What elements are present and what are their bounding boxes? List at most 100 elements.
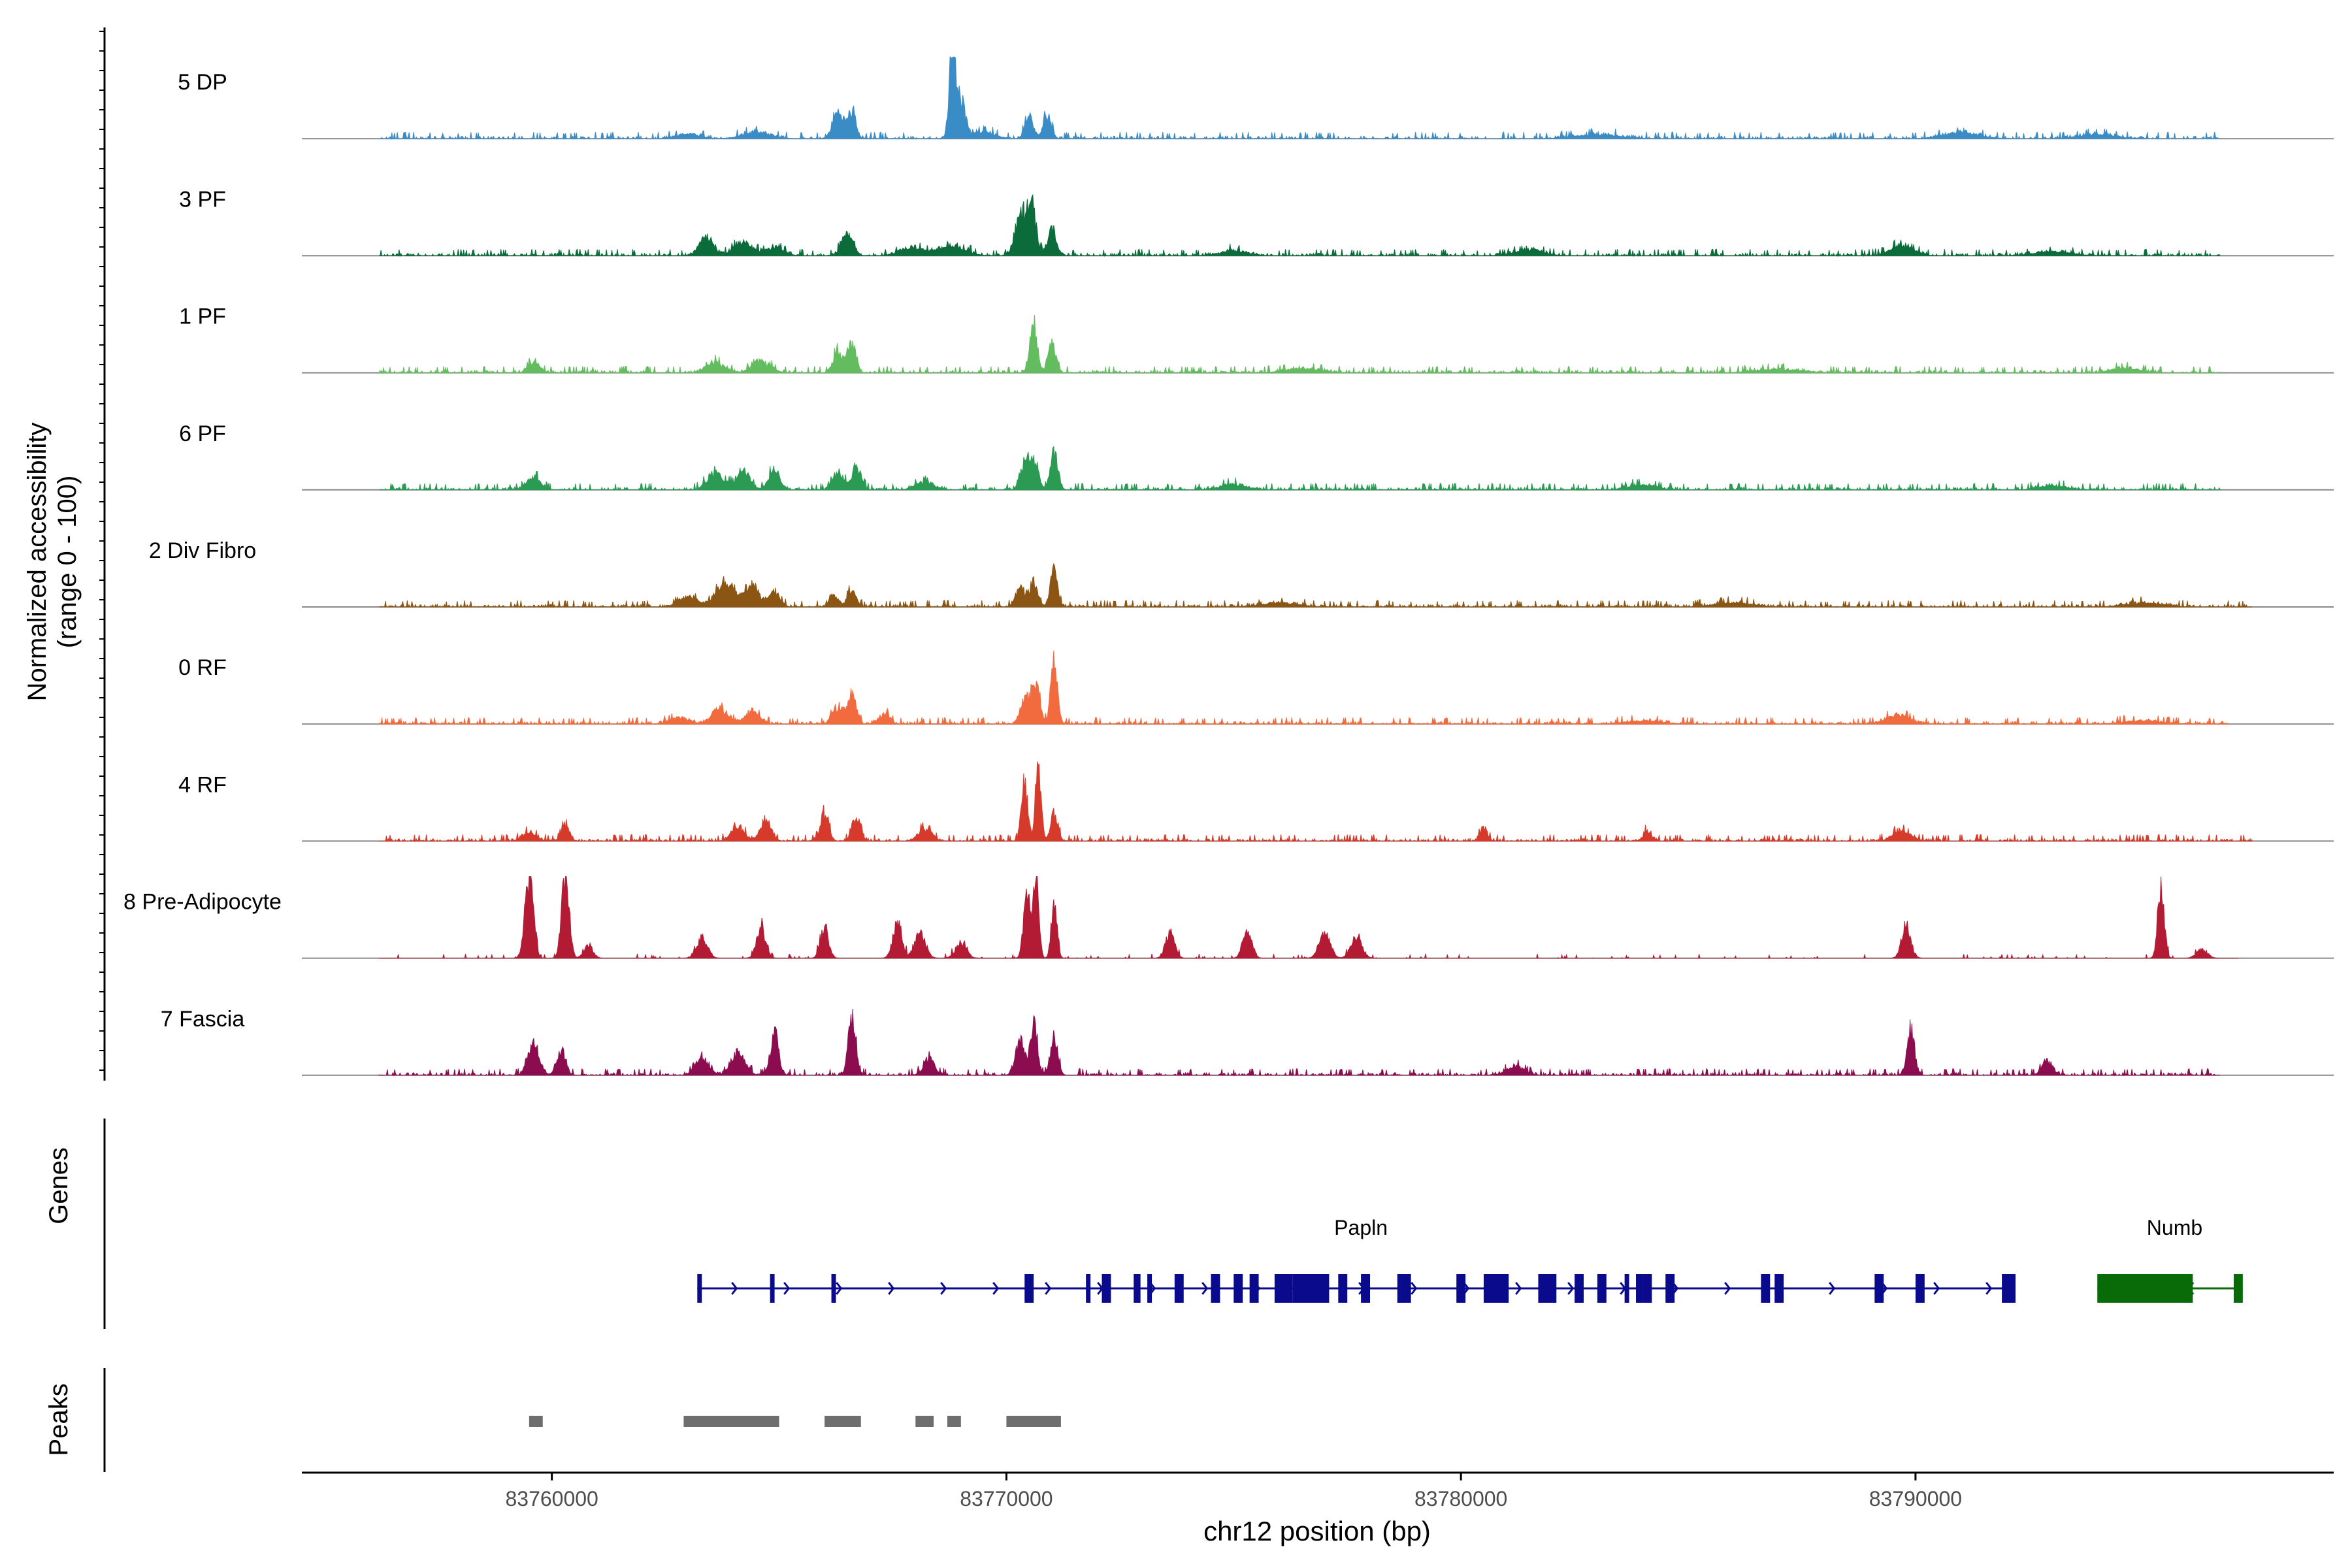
exon [1024, 1274, 1034, 1303]
strand-arrow-icon [992, 1282, 1000, 1295]
exon [770, 1274, 775, 1303]
track-label: 0 RF [178, 655, 227, 680]
exon [1274, 1274, 1293, 1303]
track-1-pf: 1 PF [179, 304, 2334, 374]
exon [1086, 1274, 1091, 1303]
gene-numb: Numb [2097, 1216, 2243, 1303]
track-label: 3 PF [179, 187, 226, 212]
y-axis-title-line2: (range 0 - 100) [53, 476, 82, 649]
exon [2002, 1274, 2016, 1303]
exon [1249, 1274, 1259, 1303]
track-0-rf: 0 RF [178, 651, 2334, 726]
track-label: 5 DP [178, 70, 227, 95]
axes-layer [99, 27, 106, 1472]
exon [1456, 1274, 1466, 1303]
exon [1538, 1274, 1557, 1303]
coverage-area [379, 56, 2221, 140]
y-axis-title-line1: Normalized accessibility [23, 423, 52, 702]
exon [1102, 1274, 1111, 1303]
track-label: 4 RF [178, 772, 227, 797]
track-label: 2 Div Fibro [149, 538, 256, 563]
exon [2233, 1274, 2243, 1303]
strand-arrow-icon [1724, 1282, 1731, 1295]
exon [1575, 1274, 1584, 1303]
x-axis: 83760000 83770000 83780000 83790000 [302, 1471, 2334, 1511]
peak-region [947, 1416, 961, 1427]
exon [1211, 1274, 1220, 1303]
exon [1397, 1274, 1411, 1303]
track-2-div-fibro: 2 Div Fibro [149, 538, 2334, 608]
track-label: 6 PF [179, 421, 226, 446]
strand-arrow-icon [783, 1282, 791, 1295]
strand-arrow-icon [1045, 1282, 1052, 1295]
coverage-area [378, 651, 2230, 726]
exon [1134, 1274, 1141, 1303]
exon [1665, 1274, 1675, 1303]
peaks-layer [529, 1416, 1061, 1427]
gene-label: Papln [1334, 1216, 1388, 1239]
exon [1874, 1274, 1884, 1303]
tracks-layer: 5 DP 3 PF 1 PF 6 PF 2 Div Fibro 0 RF 4 RF 8 Pre… [123, 56, 2334, 1077]
track-4-rf: 4 RF [178, 761, 2334, 843]
gene-label: Numb [2147, 1216, 2202, 1239]
peak-region [825, 1416, 861, 1427]
peak-region [1006, 1416, 1061, 1427]
x-tick-label: 83760000 [505, 1487, 598, 1511]
exon [831, 1274, 836, 1303]
x-tick-label: 83790000 [1869, 1487, 1962, 1511]
track-label: 7 Fascia [161, 1007, 245, 1032]
coverage-area [379, 876, 2238, 960]
coverage-area [379, 563, 2252, 608]
strand-arrow-icon [1829, 1282, 1836, 1295]
coverage-area [378, 315, 2221, 374]
gene-papln: Papln [697, 1216, 2016, 1303]
x-tick-label: 83780000 [1414, 1487, 1507, 1511]
x-axis-title: chr12 position (bp) [1203, 1516, 1431, 1546]
strand-arrow-icon [1985, 1282, 1993, 1295]
exon [1624, 1274, 1629, 1303]
exon [1761, 1274, 1771, 1303]
exon [1292, 1274, 1330, 1303]
exon [2097, 1274, 2193, 1303]
strand-arrow-icon [1201, 1282, 1209, 1295]
strand-arrow-icon [836, 1282, 843, 1295]
peak-region [683, 1416, 779, 1427]
exon [1774, 1274, 1784, 1303]
exon [1233, 1274, 1243, 1303]
track-3-pf: 3 PF [179, 187, 2334, 257]
exon [1174, 1274, 1184, 1303]
coverage-area [378, 1008, 2221, 1077]
coverage-area [379, 193, 2221, 257]
strand-arrow-icon [940, 1282, 947, 1295]
exon [1147, 1274, 1152, 1303]
genes-layer: Papln Numb [697, 1216, 2243, 1303]
strand-arrow-icon [1515, 1282, 1522, 1295]
strand-arrow-icon [1567, 1282, 1575, 1295]
strand-arrow-icon [1933, 1282, 1940, 1295]
exon [697, 1274, 702, 1303]
peak-region [915, 1416, 934, 1427]
y-axis-title: Normalized accessibility (range 0 - 100) [23, 423, 82, 702]
track-7-fascia: 7 Fascia [161, 1007, 2334, 1077]
exon [1361, 1274, 1371, 1303]
strand-arrow-icon [1411, 1282, 1418, 1295]
x-tick-label: 83770000 [960, 1487, 1053, 1511]
track-6-pf: 6 PF [179, 421, 2334, 491]
exon [1915, 1274, 1925, 1303]
exon [1636, 1274, 1643, 1303]
track-label: 1 PF [179, 304, 226, 329]
genes-panel-title: Genes [44, 1147, 73, 1224]
strand-arrow-icon [731, 1282, 738, 1295]
exon [1597, 1274, 1607, 1303]
exon [1642, 1274, 1652, 1303]
peak-region [529, 1416, 543, 1427]
coverage-area [379, 446, 2221, 491]
track-label: 8 Pre-Adipocyte [123, 890, 282, 915]
peaks-panel-title: Peaks [44, 1383, 73, 1456]
track-5-dp: 5 DP [178, 56, 2334, 140]
exon [1483, 1274, 1509, 1303]
strand-arrow-icon [888, 1282, 895, 1295]
track-8-pre-adipocyte: 8 Pre-Adipocyte [123, 876, 2334, 960]
exon [1338, 1274, 1348, 1303]
